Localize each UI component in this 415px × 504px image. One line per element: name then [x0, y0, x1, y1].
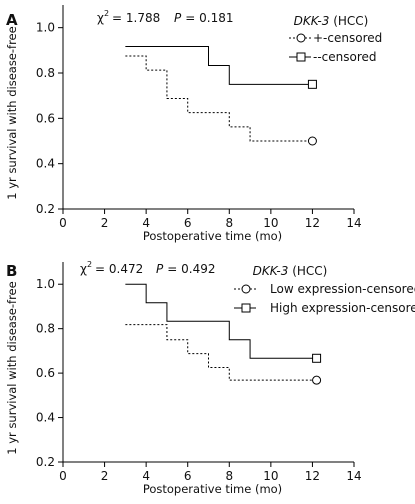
- legend-marker-square: [241, 303, 251, 313]
- x-tick-label: 2: [101, 216, 109, 230]
- x-tick-label: 6: [184, 216, 192, 230]
- legend-marker-circle: [241, 284, 251, 294]
- x-axis-label: Postoperative time (mo): [143, 482, 282, 496]
- y-tick-label: 1.0: [36, 21, 55, 35]
- legend-title: DKK-3 (HCC): [294, 14, 369, 28]
- chi-square-stat: χ2 = 0.472: [80, 260, 143, 276]
- x-tick-label: 4: [142, 469, 150, 483]
- y-tick-label: 0.4: [36, 157, 55, 171]
- y-tick-label: 0.6: [36, 111, 55, 125]
- panel-letter: A: [6, 11, 18, 29]
- y-tick-label: 0.6: [36, 366, 55, 380]
- series-line-2: [125, 283, 317, 359]
- y-tick-label: 1.0: [36, 277, 55, 291]
- y-tick-label: 0.4: [36, 411, 55, 425]
- chi-square-stat: χ2 = 1.788: [97, 9, 160, 25]
- censor-marker-square: [312, 353, 322, 363]
- x-tick-label: 8: [225, 469, 233, 483]
- legend-label: +-censored: [313, 31, 382, 45]
- legend-marker-circle: [296, 33, 306, 43]
- x-tick-label: 8: [225, 216, 233, 230]
- x-tick-label: 2: [101, 469, 109, 483]
- censor-marker-square: [307, 79, 317, 89]
- x-tick-label: 14: [346, 216, 361, 230]
- legend-label: High expression-censored: [270, 301, 415, 315]
- x-axis-label: Postoperative time (mo): [143, 229, 282, 243]
- legend-title: DKK-3 (HCC): [253, 264, 328, 278]
- series-line-2: [125, 46, 313, 85]
- series-line-1: [125, 55, 313, 142]
- p-value-stat: P = 0.492: [156, 262, 215, 276]
- x-tick-label: 12: [305, 216, 320, 230]
- y-tick-label: 0.2: [36, 455, 55, 469]
- x-tick-label: 0: [59, 216, 67, 230]
- y-axis-label: 1 yr survival with disease-free: [5, 26, 19, 199]
- legend-marker-square: [296, 52, 306, 62]
- y-axis-label: 1 yr survival with disease-free: [5, 281, 19, 454]
- p-value-stat: P = 0.181: [174, 11, 233, 25]
- x-tick-label: 10: [263, 216, 278, 230]
- panel-letter: B: [6, 262, 17, 280]
- y-tick-label: 0.2: [36, 202, 55, 216]
- x-tick-label: 0: [59, 469, 67, 483]
- x-tick-label: 4: [142, 216, 150, 230]
- legend-label: Low expression-censored: [270, 282, 415, 296]
- censor-marker-circle: [312, 375, 322, 385]
- x-tick-label: 6: [184, 469, 192, 483]
- x-tick-label: 14: [346, 469, 361, 483]
- panel-a: 0 2 4 6 8 10 12 14 0.2 0.4 0.6 0.8 1.0 Postoperative …: [5, 5, 382, 243]
- x-tick-label: 12: [305, 469, 320, 483]
- y-tick-label: 0.8: [36, 322, 55, 336]
- series-line-1: [125, 324, 317, 381]
- y-tick-label: 0.8: [36, 66, 55, 80]
- panel-b: 0 2 4 6 8 10 12 14 0.2 0.4 0.6 0.8 1.0 Postoperative …: [5, 260, 415, 496]
- x-tick-label: 10: [263, 469, 278, 483]
- censor-marker-circle: [307, 136, 317, 146]
- legend-label: --censored: [313, 50, 377, 64]
